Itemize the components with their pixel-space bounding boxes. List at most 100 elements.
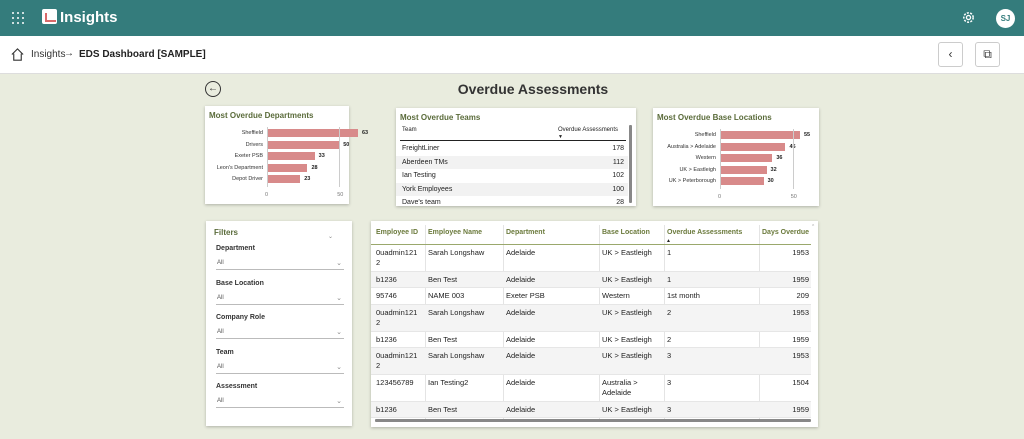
gear-icon[interactable] bbox=[961, 10, 976, 25]
cell-employee-id: 0uadmin121 2 bbox=[376, 248, 418, 267]
team-overdue-count: 178 bbox=[612, 145, 624, 152]
location-bar[interactable] bbox=[720, 177, 764, 185]
location-bar-value: 55 bbox=[804, 132, 811, 138]
chevron-down-icon: ⌄ bbox=[336, 363, 342, 371]
filter-select-company-role[interactable]: All ⌄ bbox=[216, 327, 344, 339]
location-bar-label: Australia > Adelaide bbox=[667, 143, 716, 150]
table-row[interactable]: b1236 Ben Test Adelaide UK > Eastleigh 2 1959 bbox=[371, 332, 811, 348]
filter-label-company-role: Company Role bbox=[216, 314, 266, 321]
department-bar[interactable] bbox=[267, 152, 315, 160]
cell-base-location: UK > Eastleigh bbox=[602, 351, 652, 360]
scroll-up-icon[interactable]: ⌃ bbox=[811, 224, 816, 230]
back-button[interactable]: ‹ bbox=[938, 42, 963, 67]
app-title[interactable]: Insights bbox=[60, 9, 118, 26]
location-bar[interactable] bbox=[720, 154, 773, 162]
cell-employee-name: Ben Test bbox=[428, 405, 458, 414]
teams-table-row[interactable]: FreightLiner 178 bbox=[396, 142, 628, 155]
column-header-overdue-assessments[interactable]: Overdue Assessments bbox=[667, 229, 743, 236]
cell-employee-name: Ian Testing2 bbox=[428, 378, 469, 387]
table-header-divider bbox=[371, 244, 811, 245]
filter-select-base-location[interactable]: All ⌄ bbox=[216, 293, 344, 305]
department-bar-label: Exeter PSB bbox=[234, 153, 263, 159]
location-bar[interactable] bbox=[720, 131, 800, 139]
filter-label-team: Team bbox=[216, 348, 234, 356]
breadcrumb-arrow-icon: → bbox=[64, 48, 74, 59]
team-overdue-count: 28 bbox=[616, 199, 624, 206]
column-header-employee-id[interactable]: Employee ID bbox=[376, 229, 419, 236]
filter-select-assessment[interactable]: All ⌄ bbox=[216, 396, 344, 408]
filter-select-team[interactable]: All ⌄ bbox=[216, 362, 344, 374]
table-row[interactable]: b1236 Ben Test Adelaide UK > Eastleigh 3 1959 bbox=[371, 402, 811, 418]
table-row[interactable]: 0uadmin121 2 Sarah Longshaw Adelaide UK > E… bbox=[371, 348, 811, 375]
teams-header-divider bbox=[400, 140, 626, 141]
breadcrumb-insights[interactable]: Insights bbox=[31, 49, 66, 60]
teams-table-row[interactable]: Aberdeen TMs 112 bbox=[396, 155, 628, 169]
teams-table-row[interactable]: York Employees 100 bbox=[396, 182, 628, 196]
cell-days-overdue: 1959 bbox=[792, 275, 809, 284]
cell-base-location: UK > Eastleigh bbox=[602, 275, 652, 284]
cell-employee-name: Sarah Longshaw bbox=[428, 308, 485, 317]
teams-header-count[interactable]: Overdue Assessments bbox=[558, 127, 619, 133]
teams-header-team[interactable]: Team bbox=[402, 127, 417, 133]
team-overdue-count: 102 bbox=[612, 172, 624, 179]
location-bar-value: 32 bbox=[770, 166, 777, 173]
filter-select-value: All bbox=[217, 398, 224, 404]
user-avatar[interactable]: SJ bbox=[996, 9, 1015, 28]
teams-table-card: Most Overdue Teams Team Overdue Assessme… bbox=[396, 108, 636, 206]
table-row[interactable]: 123456789 Ian Testing2 Adelaide Australia >… bbox=[371, 375, 811, 402]
department-bar[interactable] bbox=[267, 163, 308, 172]
cell-department: Adelaide bbox=[506, 378, 536, 387]
chevron-down-icon: ⌄ bbox=[336, 260, 342, 267]
teams-table-row[interactable]: Dave's team 28 bbox=[396, 196, 628, 206]
cell-employee-name: Ben Test bbox=[428, 275, 458, 284]
back-arrow-icon[interactable]: ← bbox=[205, 81, 221, 97]
cell-department: Exeter PSB bbox=[506, 291, 545, 300]
collapse-chevron-icon[interactable]: ⌄ bbox=[328, 234, 334, 240]
breadcrumb-bar: Insights → EDS Dashboard [SAMPLE] ‹ ⧉ bbox=[0, 36, 1024, 74]
location-bar-value: 45 bbox=[789, 144, 795, 150]
chevron-down-icon: ⌄ bbox=[336, 294, 342, 302]
filter-select-value: All bbox=[217, 294, 224, 301]
department-bar-value: 63 bbox=[362, 130, 369, 136]
cell-employee-name: Sarah Longshaw bbox=[428, 248, 485, 257]
location-axis-tick: 0 bbox=[718, 193, 722, 200]
department-bar-value: 33 bbox=[318, 153, 325, 159]
cell-employee-name: Sarah Longshaw bbox=[428, 351, 485, 360]
filter-select-department[interactable]: All ⌄ bbox=[216, 258, 344, 270]
home-icon[interactable] bbox=[10, 47, 25, 62]
filter-label-base-location: Base Location bbox=[216, 279, 264, 287]
cell-days-overdue: 1959 bbox=[792, 335, 809, 344]
cell-employee-id: b1236 bbox=[376, 405, 397, 414]
table-row[interactable]: b1236 Ben Test Adelaide UK > Eastleigh 1 1959 bbox=[371, 272, 811, 288]
teams-scrollbar[interactable] bbox=[629, 125, 632, 203]
column-header-base-location[interactable]: Base Location bbox=[602, 229, 650, 236]
table-row[interactable]: 0uadmin121 2 Sarah Longshaw Adelaide UK > E… bbox=[371, 245, 811, 272]
table-row[interactable]: 95746 NAME 003 Exeter PSB Western 1st month 2… bbox=[371, 288, 811, 305]
department-bar[interactable] bbox=[267, 175, 301, 183]
location-bar[interactable] bbox=[720, 142, 786, 151]
location-bar-label: UK > Eastleigh bbox=[679, 166, 716, 173]
breadcrumb-current: EDS Dashboard [SAMPLE] bbox=[79, 49, 206, 60]
column-header-employee-name[interactable]: Employee Name bbox=[428, 229, 483, 236]
team-overdue-count: 112 bbox=[612, 158, 624, 166]
cell-overdue-assessments: 3 bbox=[667, 405, 672, 414]
table-row[interactable]: 0uadmin121 2 Sarah Longshaw Adelaide UK > E… bbox=[371, 305, 811, 332]
department-bar[interactable] bbox=[267, 140, 340, 149]
sort-asc-icon: ▲ bbox=[666, 238, 671, 244]
column-header-days-overdue[interactable]: Days Overdue bbox=[762, 229, 810, 236]
share-button[interactable]: ⧉ bbox=[975, 42, 1000, 67]
cell-days-overdue: 1504 bbox=[792, 378, 809, 387]
column-header-department[interactable]: Department bbox=[506, 229, 545, 236]
department-bar-label: Depot Driver bbox=[232, 176, 263, 182]
locations-chart-title: Most Overdue Base Locations bbox=[657, 113, 772, 122]
department-bar-label: Drivers bbox=[245, 141, 263, 148]
department-bar[interactable] bbox=[267, 129, 358, 137]
table-scrollbar-horizontal[interactable] bbox=[375, 419, 811, 422]
location-bar-label: Western bbox=[695, 155, 716, 161]
cell-days-overdue: 1959 bbox=[792, 405, 809, 414]
app-launcher-icon[interactable] bbox=[12, 12, 24, 24]
cell-base-location: UK > Eastleigh bbox=[602, 405, 652, 414]
location-bar[interactable] bbox=[720, 165, 767, 174]
chevron-down-icon: ⌄ bbox=[336, 398, 342, 405]
teams-table-row[interactable]: Ian Testing 102 bbox=[396, 169, 628, 182]
